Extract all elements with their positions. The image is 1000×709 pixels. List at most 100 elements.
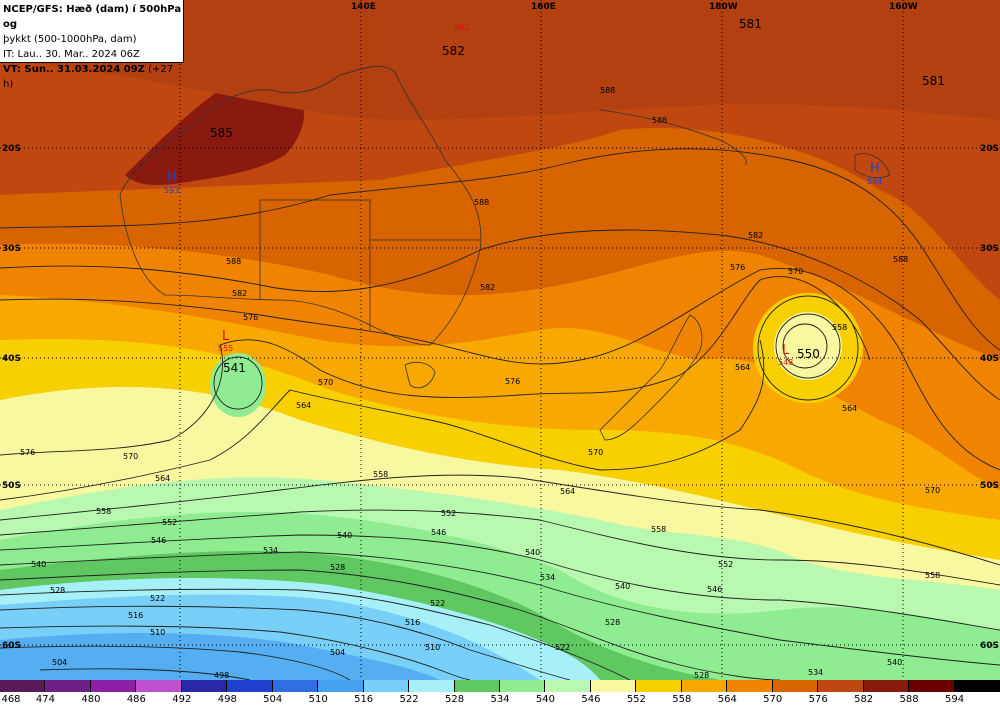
- ctr-564-4: 564: [735, 363, 750, 372]
- colorbar-swatch: [954, 680, 1000, 692]
- ctr-558-4: 558: [925, 571, 940, 580]
- colorbar-labels: 468 474 480 486 492 498 504 510 516 522 528 534 540 5…: [0, 693, 1000, 709]
- low-east-value: 548: [778, 358, 793, 367]
- colorbar-label: 546: [581, 694, 601, 705]
- high-west-letter: H: [167, 170, 177, 185]
- lat-label-20s-left: 20S: [2, 144, 21, 154]
- colorbar-label: 594: [944, 694, 965, 705]
- lat-label-40s-right: 40S: [980, 354, 999, 364]
- low-west-letter: L: [222, 329, 230, 344]
- fill-top: [0, 0, 1000, 120]
- lon-label-140e: 140E: [351, 2, 376, 12]
- colorbar-label: 552: [626, 694, 646, 705]
- ctr-540-4: 540: [887, 658, 902, 667]
- lat-label-20s-right: 20S: [980, 144, 999, 154]
- low-north-value: 582: [454, 23, 469, 32]
- high-west-value: 593: [164, 186, 179, 195]
- graticule: [0, 0, 1000, 680]
- ctr-546-1: 546: [151, 536, 166, 545]
- center-541: 541: [223, 361, 246, 375]
- colorbar-label: 576: [808, 694, 828, 705]
- ctr-504-2: 504: [330, 648, 345, 657]
- ctr-564-1: 564: [155, 474, 170, 483]
- ctr-588-4: 588: [893, 255, 908, 264]
- colorbar-label: 522: [399, 694, 419, 705]
- colorbar-swatch: [90, 680, 137, 692]
- ctr-504-1: 504: [52, 658, 67, 667]
- ctr-588-5: 588: [600, 86, 615, 95]
- ctr-558-1: 558: [96, 507, 111, 516]
- colorbar-label: 492: [172, 694, 192, 705]
- info-valid-date: VT: Sun.. 31.03.2024 09Z: [3, 64, 145, 75]
- ctr-588-1: 588: [226, 257, 241, 266]
- colorbar-swatch: [409, 680, 455, 692]
- colorbar-label: 558: [672, 694, 692, 705]
- colorbar-label: 528: [444, 694, 465, 705]
- lon-label-160e: 160E: [531, 2, 556, 12]
- lat-label-40s-left: 40S: [2, 354, 21, 364]
- ctr-570-2: 570: [318, 378, 333, 387]
- fill-516: [0, 633, 440, 680]
- info-valid-time: VT: Sun.. 31.03.2024 09Z (+27 h): [3, 62, 183, 92]
- ctr-516-2: 516: [405, 618, 420, 627]
- colorbar-label: 510: [308, 694, 328, 705]
- colorbar-swatch: [454, 680, 500, 692]
- lon-label-180w: 180W: [709, 2, 738, 12]
- colorbar-swatch: [318, 680, 364, 692]
- colorbar-swatch: [227, 680, 273, 692]
- colorbar-label: 588: [899, 694, 919, 705]
- ctr-582-2: 582: [480, 283, 495, 292]
- weather-map: 140E 160E 180W 160W 20S 30S 40S 50S 60S …: [0, 0, 1000, 680]
- lat-label-50s-right: 50S: [980, 481, 999, 491]
- center-582: 582: [442, 44, 465, 58]
- ctr-570-5: 570: [925, 486, 940, 495]
- ctr-534-2: 534: [540, 573, 555, 582]
- ctr-576-3: 576: [505, 377, 520, 386]
- colorbar-label: 468: [1, 694, 21, 705]
- ctr-576-1: 576: [20, 448, 35, 457]
- colorbar-swatch: [590, 680, 637, 692]
- lat-label-60s-left: 60S: [2, 641, 21, 651]
- colorbar-swatch: [772, 680, 819, 692]
- ctr-528-3: 528: [605, 618, 620, 627]
- ctr-576-2: 576: [243, 313, 258, 322]
- ctr-582-3: 582: [748, 231, 763, 240]
- colorbar-swatch: [363, 680, 410, 692]
- center-581-a: 581: [739, 17, 762, 31]
- colorbar-swatch: [863, 680, 910, 692]
- ctr-564-2: 564: [296, 401, 311, 410]
- ctr-546-3: 546: [707, 585, 722, 594]
- info-init-time: IT: Lau.. 30. Mar.. 2024 06Z: [3, 49, 140, 60]
- ctr-546-2: 546: [431, 528, 446, 537]
- ctr-522-3: 522: [555, 643, 570, 652]
- lat-label-30s-left: 30S: [2, 244, 21, 254]
- ctr-552-2: 552: [441, 509, 456, 518]
- ctr-576-4: 576: [730, 263, 745, 272]
- ctr-552-3: 552: [718, 560, 733, 569]
- colorbar-swatch: [136, 680, 182, 692]
- ctr-522-2: 522: [430, 599, 445, 608]
- ctr-570-1: 570: [123, 452, 138, 461]
- colorbar-swatch: [181, 680, 228, 692]
- colorbar-label: 498: [217, 694, 237, 705]
- ctr-558-5: 558: [832, 323, 847, 332]
- colorbar-label: 504: [263, 694, 283, 705]
- ctr-570-4: 570: [788, 267, 803, 276]
- ctr-528-4: 528: [694, 671, 709, 680]
- colorbar-label: 486: [126, 694, 146, 705]
- lat-label-50s-left: 50S: [2, 481, 21, 491]
- colorbar-label: 474: [35, 694, 55, 705]
- ctr-588-2: 588: [474, 198, 489, 207]
- ctr-510-2: 510: [425, 643, 440, 652]
- low-east-letter: L: [782, 343, 790, 358]
- ctr-534-3: 534: [808, 668, 823, 677]
- colorbar-label: 534: [490, 694, 510, 705]
- colorbar-swatches: [0, 680, 1000, 692]
- low-west-value: 555: [218, 344, 233, 353]
- ctr-528-1: 528: [50, 586, 65, 595]
- info-box: NCEP/GFS: Hæð (dam) í 500hPa og þykkt (5…: [0, 0, 184, 90]
- colorbar-swatch: [636, 680, 682, 692]
- info-valid-offset: (+27 h): [3, 64, 174, 90]
- colorbar-swatch: [681, 680, 728, 692]
- coastlines: [119, 65, 891, 441]
